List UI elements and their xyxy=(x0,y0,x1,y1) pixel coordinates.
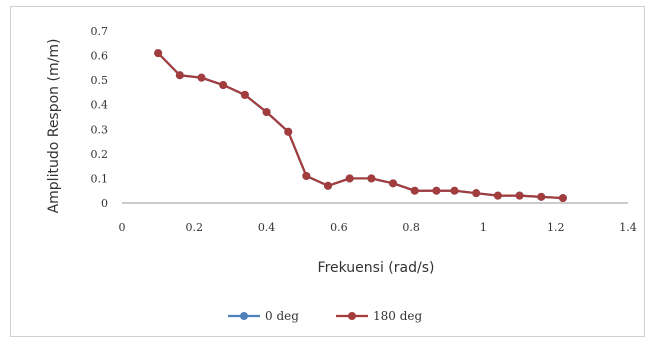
data-point xyxy=(367,174,376,183)
data-point xyxy=(515,191,524,200)
data-point xyxy=(558,194,567,203)
data-point xyxy=(410,186,419,195)
legend-swatch-marker xyxy=(348,312,356,320)
legend-item: 0 deg xyxy=(228,309,299,323)
x-tick-label: 0.6 xyxy=(330,221,348,234)
data-point xyxy=(432,186,441,195)
data-point xyxy=(175,71,184,80)
data-point xyxy=(219,81,228,90)
data-point xyxy=(240,90,249,99)
y-tick-label: 0.6 xyxy=(91,50,109,63)
series-1 xyxy=(154,49,567,203)
y-tick-label: 0.5 xyxy=(91,74,109,87)
x-axis-title: Frekuensi (rad/s) xyxy=(318,260,435,276)
data-point xyxy=(284,127,293,136)
series-layer xyxy=(154,49,567,203)
legend-label: 0 deg xyxy=(265,309,299,323)
legend-swatch-marker xyxy=(240,312,248,320)
series-line xyxy=(157,52,564,200)
data-point xyxy=(324,181,333,190)
legend-item: 180 deg xyxy=(336,309,423,323)
x-tick-label: 1.2 xyxy=(547,221,565,234)
series-line xyxy=(157,52,564,200)
data-point xyxy=(472,189,481,198)
data-point xyxy=(302,171,311,180)
data-point xyxy=(389,179,398,188)
y-tick-labels: 0 0.1 0.2 0.3 0.4 0.5 0.6 0.7 xyxy=(91,25,109,210)
data-point xyxy=(345,174,354,183)
data-point xyxy=(197,73,206,82)
data-point xyxy=(450,186,459,195)
x-tick-label: 1 xyxy=(480,221,487,234)
x-tick-label: 0.4 xyxy=(258,221,276,234)
data-point xyxy=(537,192,546,201)
y-tick-label: 0 xyxy=(101,197,108,210)
data-point xyxy=(493,191,502,200)
legend-label: 180 deg xyxy=(373,309,423,323)
y-tick-label: 0.1 xyxy=(91,172,109,185)
y-tick-label: 0.3 xyxy=(91,123,109,136)
y-tick-label: 0.2 xyxy=(91,148,109,161)
x-tick-labels: 0 0.2 0.4 0.6 0.8 1 1.2 1.4 xyxy=(119,221,637,234)
chart-border xyxy=(10,6,645,337)
data-point xyxy=(262,108,271,117)
data-point xyxy=(154,49,163,58)
y-tick-label: 0.4 xyxy=(91,99,109,112)
legend: 0 deg 180 deg xyxy=(228,309,423,323)
x-tick-label: 0.8 xyxy=(402,221,420,234)
x-tick-label: 0 xyxy=(119,221,126,234)
y-axis-title: Amplitudo Respon (m/m) xyxy=(46,39,62,214)
y-tick-label: 0.7 xyxy=(91,25,109,38)
x-tick-label: 1.4 xyxy=(619,221,637,234)
x-tick-label: 0.2 xyxy=(186,221,204,234)
